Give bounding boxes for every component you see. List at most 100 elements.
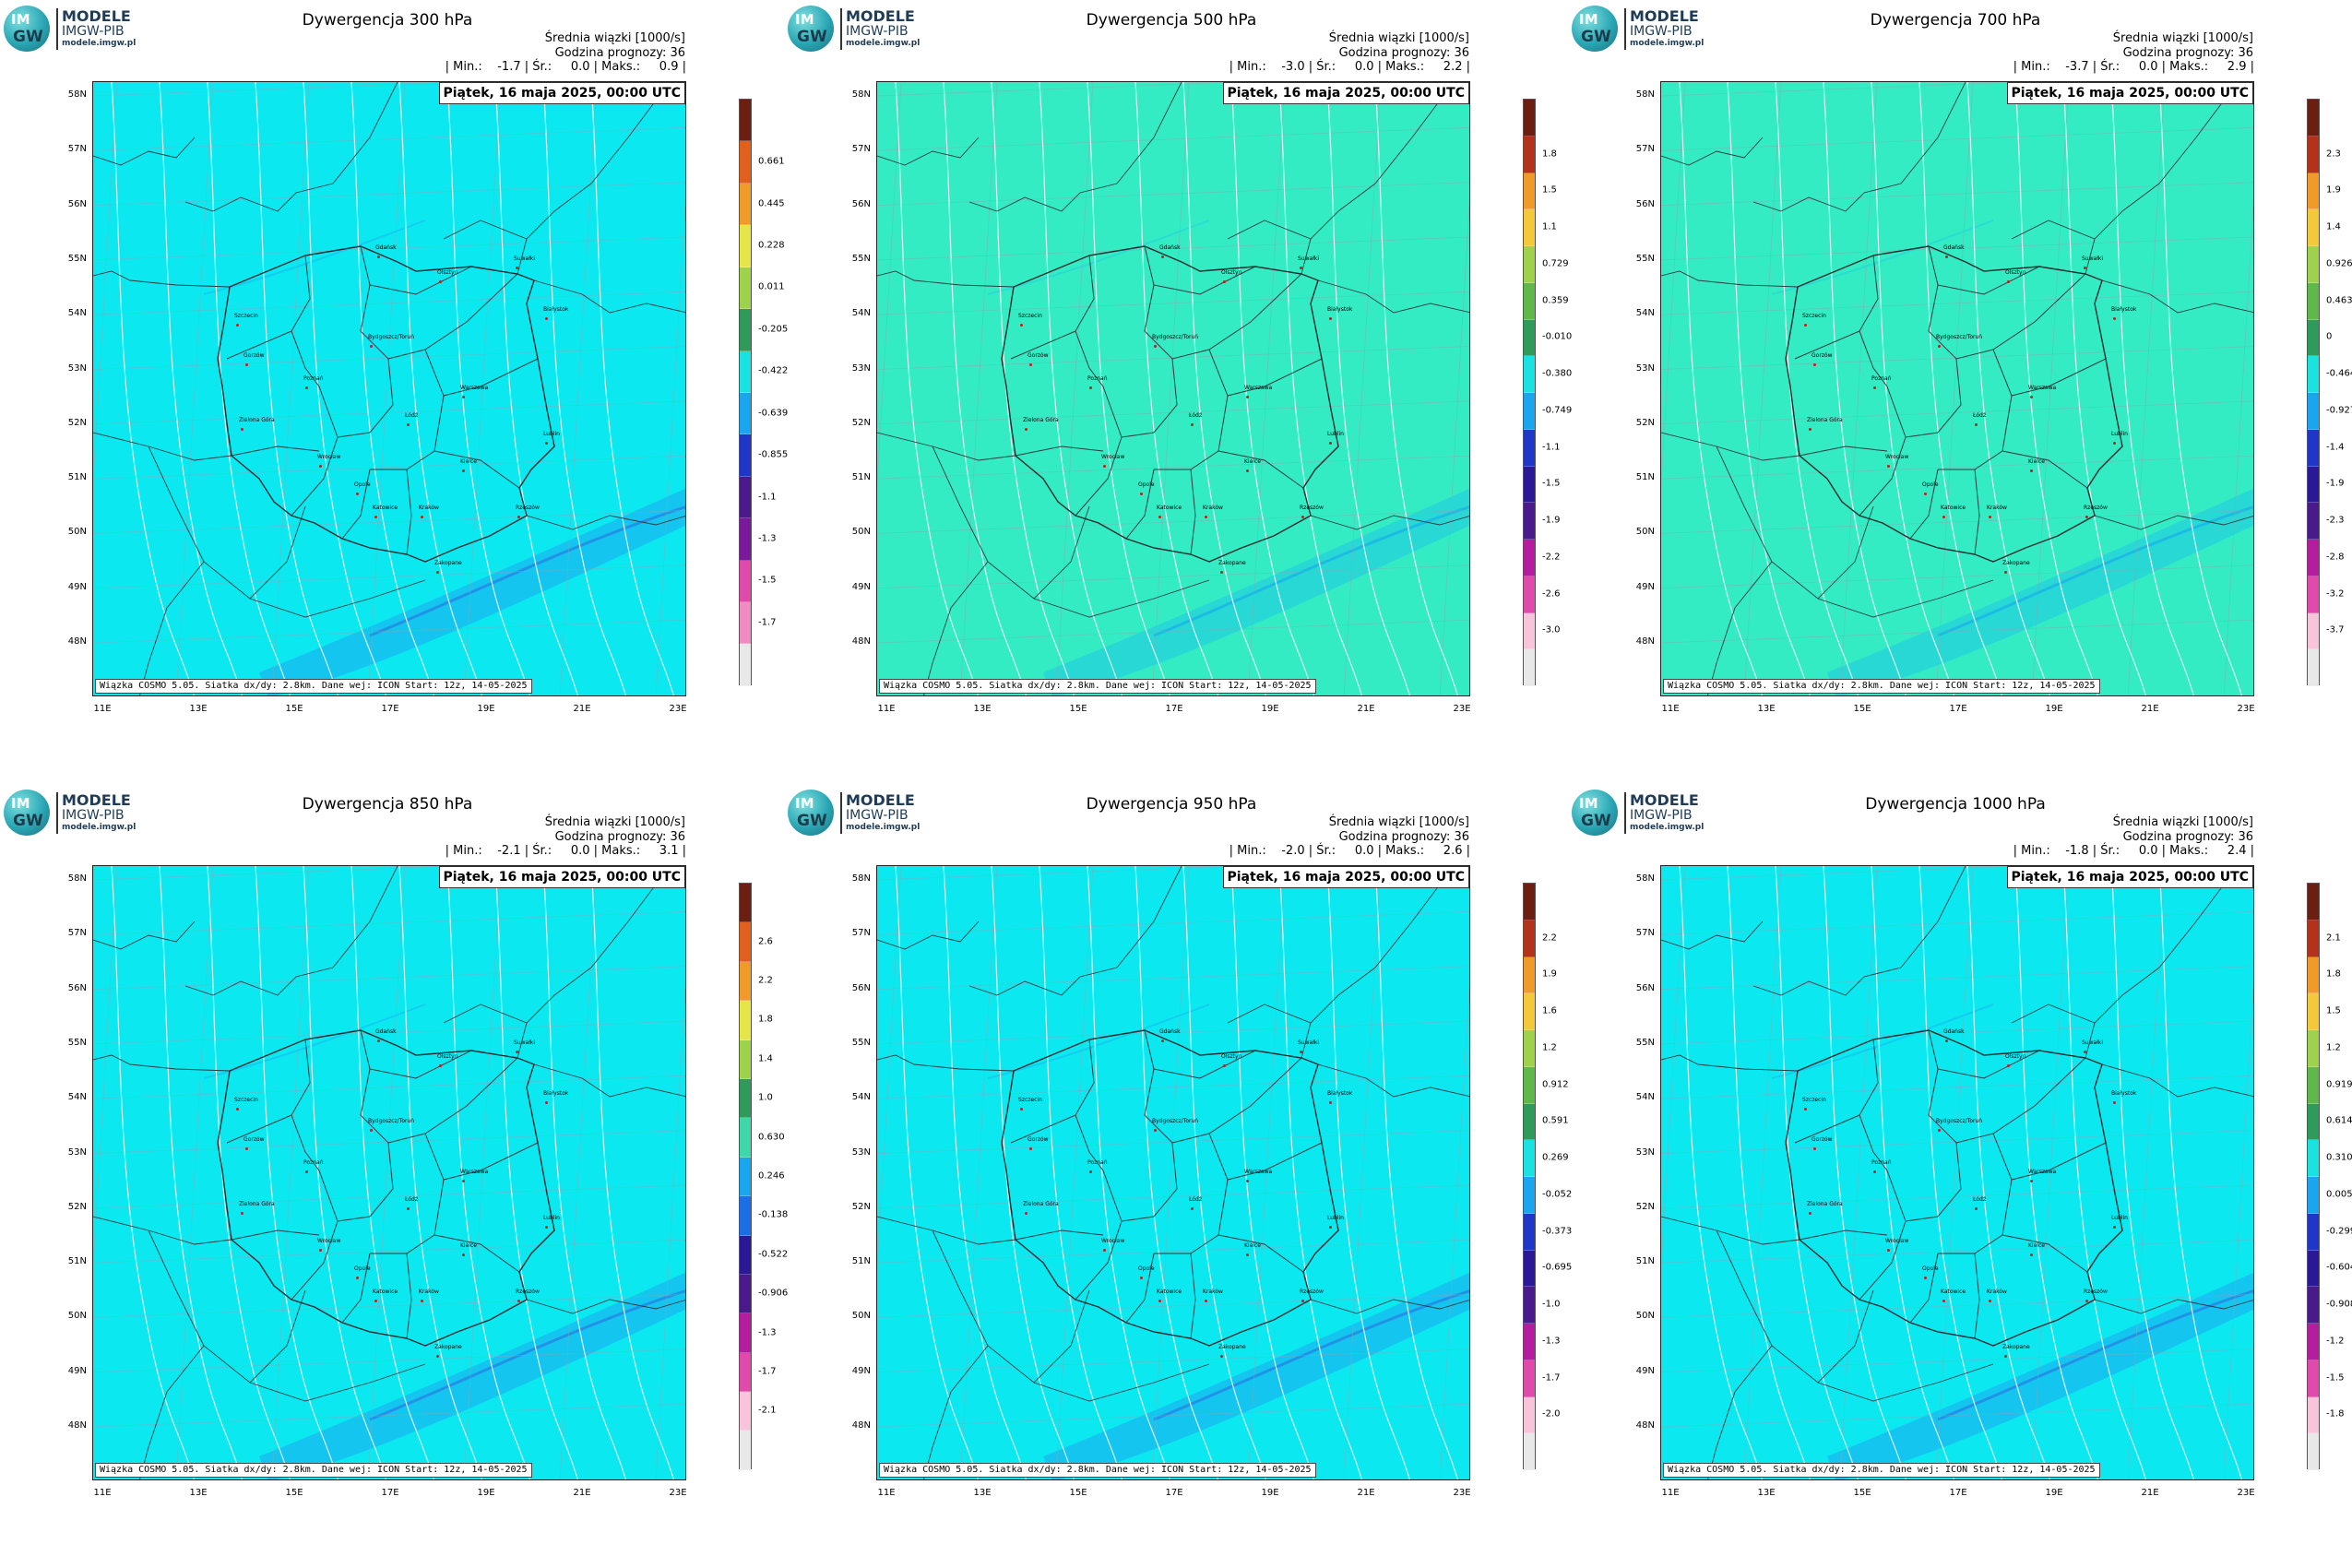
latitude-label: 55N <box>851 253 871 264</box>
colorbar-segment <box>2308 920 2319 957</box>
longitude-label: 19E <box>477 704 495 714</box>
city-label: Białystok <box>1327 306 1353 313</box>
country-border <box>877 921 980 950</box>
city-marker <box>245 1147 248 1150</box>
isoline <box>1374 866 1459 1479</box>
graticule-line <box>1661 82 1686 488</box>
city-label: Szczecin <box>234 1097 258 1103</box>
city-marker <box>462 469 465 472</box>
city-marker <box>2113 1101 2116 1104</box>
city-marker <box>1205 516 1207 518</box>
graticule-line <box>1661 1403 2253 1428</box>
imgw-logo-mark: IM GW <box>788 790 834 836</box>
latitude-label: 57N <box>67 928 87 939</box>
voivodeship-border <box>337 1142 394 1222</box>
logo-divider <box>840 8 842 50</box>
country-border <box>1310 1299 1469 1314</box>
logo-mark-top: IM <box>11 11 30 28</box>
colorbar-segment <box>1524 1360 1535 1397</box>
city-label: Suwałki <box>2082 255 2104 262</box>
graticule-line <box>93 1239 685 1264</box>
city-marker <box>545 1101 548 1104</box>
country-border <box>148 1229 426 1402</box>
graticule-line <box>959 866 998 1479</box>
logo-divider <box>56 8 58 50</box>
city-marker <box>2085 1300 2088 1302</box>
latitude-label: 49N <box>851 581 871 592</box>
colorbar-tick-label: -0.522 <box>758 1249 789 1260</box>
longitude-label: 21E <box>573 1488 591 1498</box>
logo-mark-top: IM <box>1579 11 1598 28</box>
city-marker <box>1154 345 1157 348</box>
country-border <box>1707 1345 1773 1479</box>
colorbar <box>1523 883 1536 1470</box>
country-border <box>1661 432 1800 461</box>
graticule-line <box>1661 127 2253 151</box>
voivodeship-border <box>1794 330 1860 360</box>
city-marker <box>1103 1249 1106 1252</box>
city-marker <box>436 1355 439 1358</box>
city-label: Olsztyn <box>2005 1053 2026 1060</box>
voivodeship-border <box>1909 469 1939 540</box>
graticule-line <box>877 455 1469 480</box>
city-marker <box>374 1300 377 1302</box>
imgw-logo-mark: IM GW <box>4 6 50 52</box>
voivodeship-border <box>1075 386 1123 517</box>
model-footer: Wiązka COSMO 5.05. Siatka dx/dy: 2.8km. … <box>95 1463 532 1478</box>
colorbar-tick-label: 0.228 <box>758 240 785 251</box>
city-label: Warszawa <box>1244 385 1273 391</box>
graticule-line <box>1661 291 2253 315</box>
graticule-line <box>877 1130 1469 1154</box>
graticule-line <box>93 1075 685 1099</box>
colorbar-tick-label: 0.729 <box>1542 258 1569 269</box>
longitude-label: 15E <box>1853 1488 1871 1498</box>
country-border <box>1752 866 1966 996</box>
latitude-label: 54N <box>851 308 871 319</box>
graticule-line <box>877 1075 1469 1099</box>
logo-url: modele.imgw.pl <box>1630 39 1705 48</box>
graticule-line <box>93 1130 685 1154</box>
city-marker <box>236 324 239 327</box>
colorbar-segment <box>740 1352 751 1393</box>
colorbar-segment <box>1524 1066 1535 1104</box>
colorbar-segment <box>2308 1287 2319 1324</box>
longitude-label: 13E <box>189 1488 208 1498</box>
city-marker <box>2030 396 2033 398</box>
country-border <box>1661 1054 1799 1072</box>
city-marker <box>421 1300 423 1302</box>
graticule-line <box>93 564 685 589</box>
graticule-line <box>1661 455 2253 480</box>
longitude-label: 11E <box>1661 704 1680 714</box>
city-label: Łódź <box>1189 412 1203 419</box>
graticule-line <box>1661 564 2253 589</box>
city-marker <box>2007 280 2010 283</box>
graticule-line <box>1151 866 1190 1479</box>
graticule-line <box>93 82 458 97</box>
colorbar <box>2307 99 2320 686</box>
latitude-label: 50N <box>1635 527 1655 538</box>
city-label: Lublin <box>543 431 560 437</box>
longitude-label: 17E <box>1165 704 1183 714</box>
city-marker <box>1161 255 1164 258</box>
city-marker <box>1804 1108 1807 1111</box>
graticule-line <box>877 1348 1469 1373</box>
city-marker <box>1887 465 1890 468</box>
city-label: Bydgoszcz/Toruń <box>368 334 415 340</box>
mean-label: Średnia wiązki [1000/s] <box>1328 815 1469 829</box>
colorbar-segment <box>740 1118 751 1158</box>
country-border <box>533 279 685 314</box>
colorbar-segment <box>2308 1396 2319 1434</box>
graticule-line <box>1661 346 2253 370</box>
stats-line: | Min.: -3.7 | Śr.: 0.0 | Maks.: 2.9 | <box>2013 60 2254 74</box>
longitude-label: 17E <box>381 1488 399 1498</box>
city-label: Olsztyn <box>437 1053 458 1060</box>
latitude-label: 51N <box>67 472 87 483</box>
city-label: Bydgoszcz/Toruń <box>368 1118 415 1124</box>
country-border <box>1661 921 1764 950</box>
logo-mark-bottom: GW <box>797 812 827 830</box>
voivodeship-border <box>1928 245 2040 295</box>
colorbar-segment <box>1524 1433 1535 1470</box>
city-marker <box>1945 255 1948 258</box>
logo-mark-top: IM <box>11 795 30 812</box>
colorbar-tick-label: 0.246 <box>758 1170 785 1182</box>
